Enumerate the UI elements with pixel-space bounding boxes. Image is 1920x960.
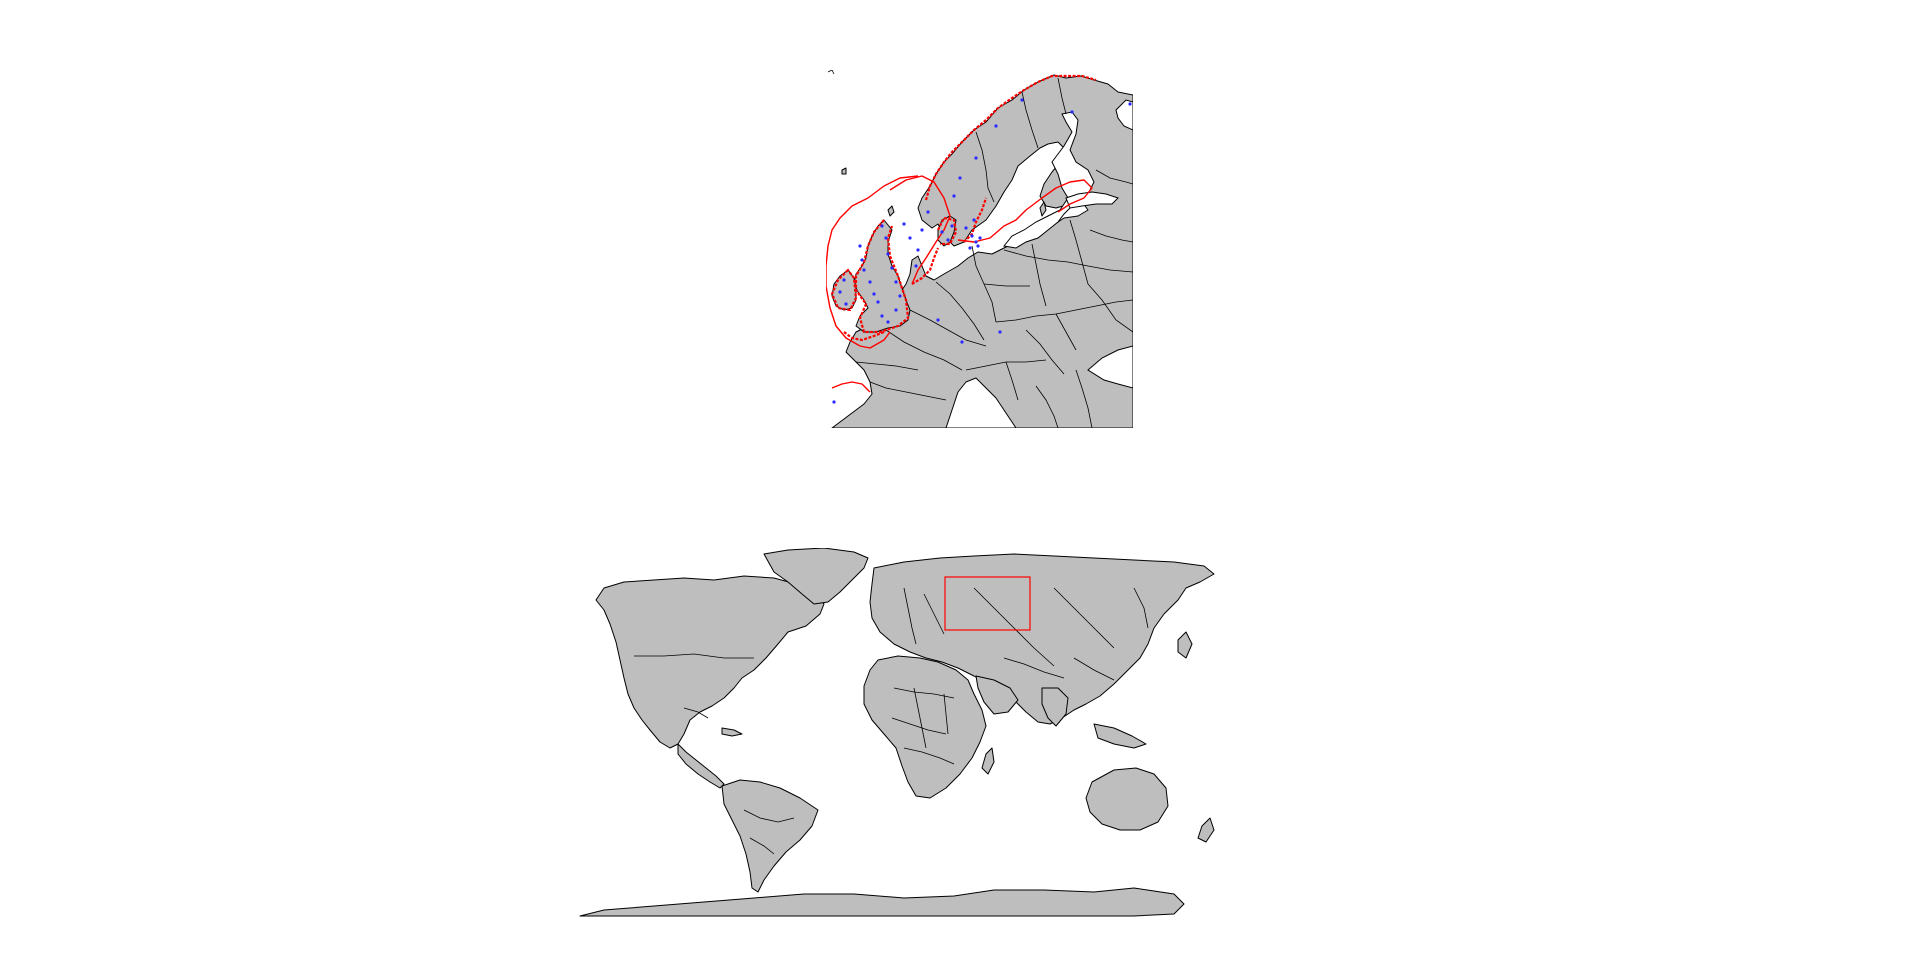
continental-coast	[911, 247, 940, 285]
arabia	[975, 675, 1019, 715]
faroe-islands	[841, 167, 847, 175]
country-borders	[855, 77, 1133, 428]
site-points	[832, 98, 1132, 404]
central-america	[677, 743, 725, 789]
caribbean	[721, 727, 743, 737]
north-islet	[827, 70, 835, 75]
north-america	[595, 575, 825, 749]
study-area-boundary	[826, 175, 919, 349]
southeast-asia	[1093, 723, 1147, 749]
orkney-shetland	[887, 205, 895, 217]
japan	[1177, 631, 1193, 659]
antarctica	[579, 887, 1185, 917]
gotland	[1039, 201, 1047, 217]
sea-cutout-adriatic	[945, 377, 1017, 428]
norway-coast	[924, 74, 1097, 201]
white-sea	[1115, 99, 1133, 131]
france-coast	[843, 330, 885, 342]
world-overview-map	[579, 548, 1215, 917]
inset-extent-box	[944, 576, 1031, 631]
study-area-boundary-baltic	[957, 179, 1093, 243]
africa	[863, 655, 987, 799]
greenland	[763, 548, 869, 605]
study-area-boundary-biscay	[831, 381, 871, 393]
new-zealand	[1197, 817, 1215, 843]
india	[1041, 687, 1069, 727]
sweden-coast	[963, 197, 988, 243]
denmark-coast	[937, 216, 958, 246]
study-area-boundary-north-sea	[889, 175, 951, 285]
madagascar	[981, 747, 995, 775]
australia	[1085, 767, 1169, 831]
europe-inset-map	[826, 70, 1133, 428]
black-sea	[1087, 345, 1133, 389]
uk-coast	[854, 219, 910, 334]
world-country-borders	[634, 587, 1149, 855]
eurasia	[869, 553, 1215, 725]
gulf-of-finland	[1065, 191, 1119, 209]
south-america	[721, 779, 819, 893]
ireland-coast	[830, 268, 858, 312]
